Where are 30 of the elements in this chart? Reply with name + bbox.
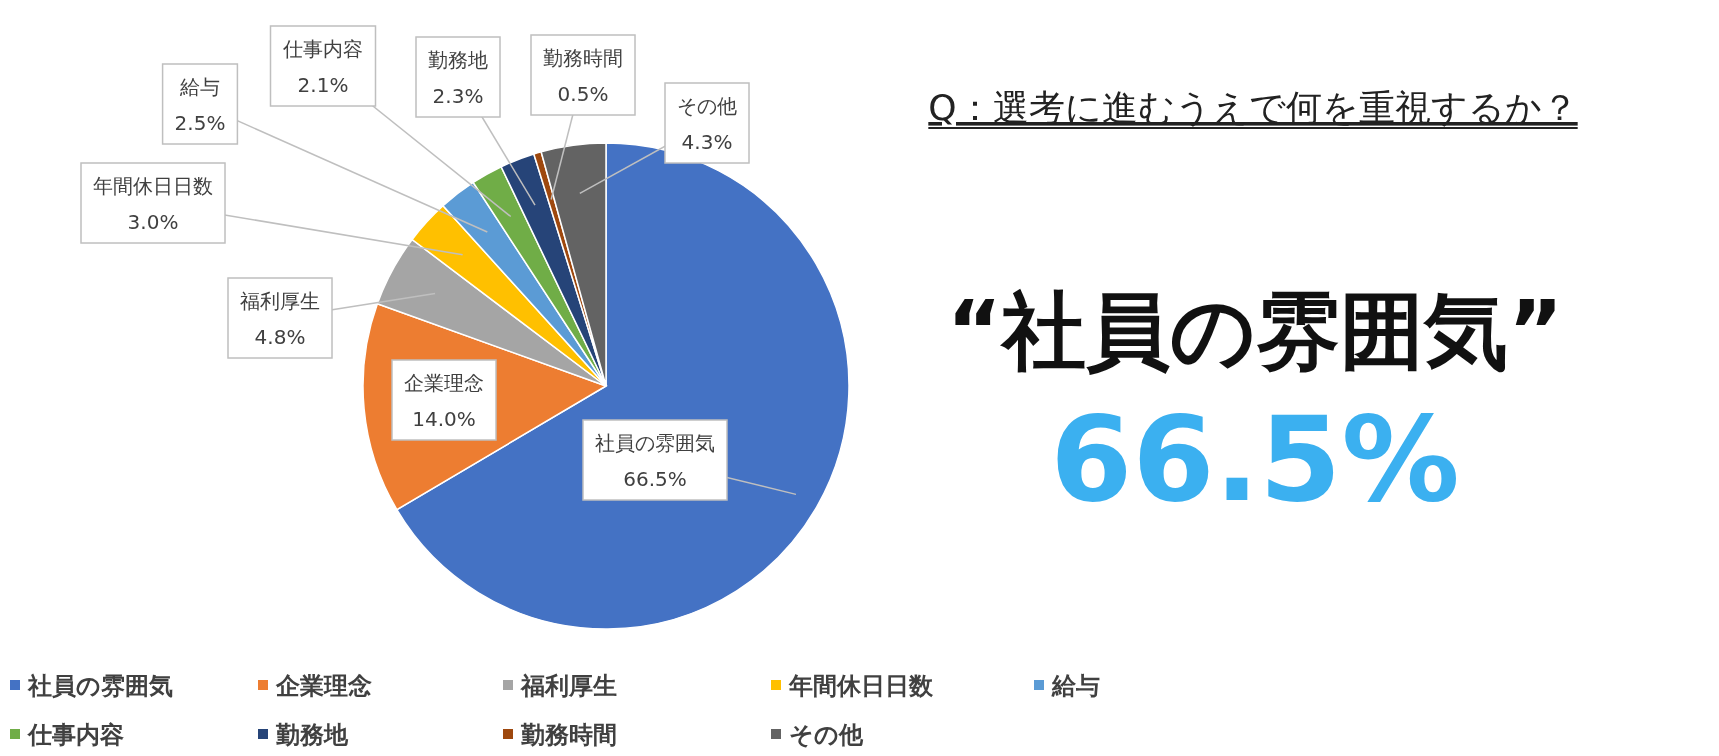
legend-label: 福利厚生	[520, 672, 617, 700]
data-label: 4.3%	[681, 130, 733, 154]
data-label: 2.1%	[297, 73, 349, 97]
data-label: 0.5%	[557, 82, 609, 106]
data-label: 3.0%	[127, 210, 179, 234]
legend-label: 勤務時間	[520, 721, 617, 749]
legend-label: 企業理念	[275, 672, 372, 700]
data-label: 2.3%	[432, 84, 484, 108]
slice-label: 勤務地	[428, 48, 488, 72]
legend-label: その他	[789, 721, 864, 749]
slice-label: 年間休日日数	[93, 174, 213, 198]
data-label: 4.8%	[254, 325, 306, 349]
legend-label: 年間休日日数	[788, 672, 934, 700]
slice-label: 福利厚生	[240, 289, 320, 313]
data-label: 14.0%	[412, 407, 476, 431]
slice-label: 勤務時間	[543, 46, 623, 70]
legend-label: 給与	[1051, 672, 1100, 700]
legend-label: 仕事内容	[27, 721, 124, 749]
text: “社員の雰囲気”	[946, 282, 1564, 380]
slice-label: その他	[677, 94, 737, 118]
slice-label: 企業理念	[404, 371, 484, 395]
legend-label: 勤務地	[275, 721, 349, 749]
slice-label: 仕事内容	[282, 37, 363, 61]
data-label: 66.5%	[623, 467, 687, 491]
slice-label: 給与	[179, 75, 220, 99]
data-label: 2.5%	[174, 111, 226, 135]
slice-label: 社員の雰囲気	[595, 431, 715, 455]
text: Q：選考に進むうえで何を重視するか？	[928, 87, 1578, 128]
legend-label: 社員の雰囲気	[27, 672, 173, 700]
text: 66.5%	[1050, 390, 1460, 528]
